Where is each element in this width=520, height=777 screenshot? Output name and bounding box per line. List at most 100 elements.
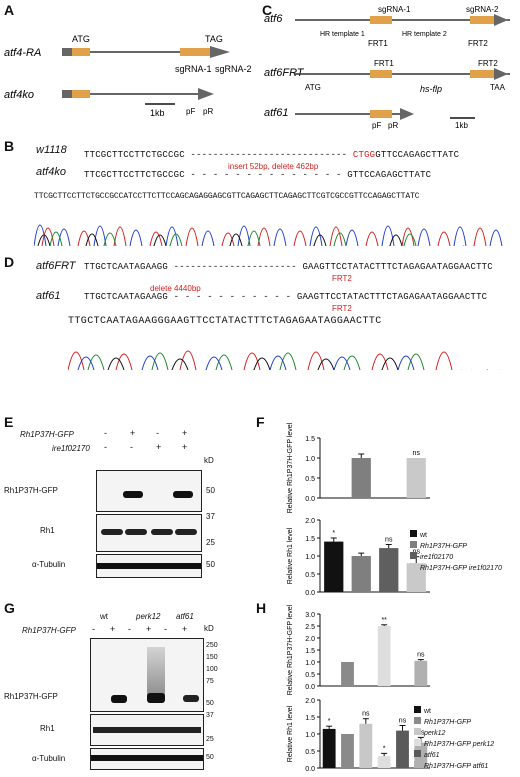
- significance-label: ns: [399, 718, 407, 725]
- panel-g-signs: - + - + - +: [92, 624, 202, 636]
- svg-text:atf6FRT: atf6FRT: [264, 67, 305, 79]
- svg-text:TAG: TAG: [205, 34, 223, 44]
- y-tick-label: 1.5: [305, 436, 315, 443]
- y-tick-label: 0.5: [305, 476, 315, 483]
- panel-b-label: B: [4, 138, 15, 154]
- panel-f-charts: 0.0 0.5 1.0 1.5 Relative Rh1P37H-GFP level ns…: [287, 422, 430, 597]
- significance-label: ns: [417, 652, 425, 659]
- y-tick-label: 0.0: [305, 496, 315, 503]
- y-tick-label: 1.0: [305, 456, 315, 463]
- legend-item: Rh1P37H-GFP atf61: [414, 761, 494, 772]
- legend-f: wt Rh1P37H-GFP ire1f02170 Rh1P37H-GFP ire1f…: [410, 530, 502, 574]
- svg-text:HR template 2: HR template 2: [402, 31, 447, 38]
- legend-item: Rh1P37H-GFP: [410, 541, 502, 552]
- y-tick-label: 3.0: [305, 612, 315, 619]
- genotype-sign: +: [130, 428, 136, 438]
- w1118-sequence: TTCGCTTCCTTCTGCCGC ---------------------…: [84, 150, 460, 160]
- bar: [414, 660, 428, 686]
- atf4ko-name: atf4ko: [4, 89, 34, 101]
- y-tick-label: 2.0: [305, 636, 315, 643]
- svg-text:atf6: atf6: [264, 13, 283, 25]
- bar: [322, 728, 336, 768]
- legend-item: wt: [410, 530, 502, 541]
- significance-label: *: [328, 718, 331, 725]
- chromatogram-bases-d: TTGCTCAATAGAAGGGAAGTTCCTATACTTTCTAGAGAAT…: [68, 316, 382, 327]
- svg-text:FRT2: FRT2: [468, 39, 488, 48]
- y-tick-label: 0.0: [305, 590, 315, 597]
- significance-label: **: [381, 617, 387, 624]
- bar: [406, 563, 426, 592]
- panel-f-label: F: [256, 414, 265, 430]
- y-tick-label: 1.5: [305, 715, 315, 722]
- exon: [72, 48, 90, 56]
- atf6frt-sequence: TTGCTCAATAGAAGG ---------------------- G…: [84, 262, 493, 272]
- genotype-sign: +: [182, 428, 188, 438]
- significance-label: ns: [413, 450, 421, 457]
- blot-rh1-g: [90, 714, 204, 746]
- bar: [341, 734, 354, 768]
- significance-label: ns: [362, 711, 370, 718]
- exon: [62, 48, 72, 56]
- chromatogram-d: [68, 350, 500, 370]
- y-tick-label: 0.5: [305, 572, 315, 579]
- svg-text:FRT1: FRT1: [374, 59, 394, 68]
- bar: [324, 541, 344, 592]
- atf61-sequence: TTGCTCAATAGAAGG - - - - - - - - - - - GA…: [84, 292, 488, 302]
- atf6-gene-diagram: atf6 sgRNA-1 sgRNA-2 HR template 1 HR te…: [264, 5, 510, 130]
- svg-text:sgRNA-1: sgRNA-1: [175, 64, 212, 74]
- svg-text:sgRNA-2: sgRNA-2: [466, 5, 499, 14]
- bar: [406, 458, 426, 498]
- svg-text:hs-flp: hs-flp: [420, 84, 442, 94]
- svg-text:sgRNA-1: sgRNA-1: [378, 5, 411, 14]
- panel-e-label: E: [4, 414, 14, 430]
- legend-item: perk12: [414, 728, 494, 739]
- y-tick-label: 0.0: [305, 766, 315, 773]
- svg-text:pR: pR: [203, 107, 213, 116]
- significance-label: ns: [385, 536, 393, 543]
- svg-text:ATG: ATG: [305, 83, 321, 92]
- y-tick-label: 1.5: [305, 536, 315, 543]
- blot-rh1-e: [96, 514, 202, 552]
- legend-item: Rh1P37H-GFP ire1f02170: [410, 563, 502, 574]
- significance-label: ns: [417, 729, 425, 736]
- atf4ko-sequence: TTCGCTTCCTTCTGCCGC - - - - - - - - - - -…: [84, 170, 432, 180]
- blot-tubulin-e: [96, 554, 202, 578]
- svg-text:pF: pF: [372, 121, 381, 130]
- chromatogram-bases-b: TTCGCTTCCTTCTGCCGCCATCCTTCTTCCAGCAGAGGAG…: [34, 192, 420, 201]
- svg-text:1kb: 1kb: [150, 108, 165, 118]
- svg-text:ATG: ATG: [72, 34, 90, 44]
- y-axis-label: Relative Rh1P37H-GFP level: [287, 604, 294, 695]
- panel-g-label: G: [4, 600, 15, 616]
- genotype-sign: +: [182, 442, 188, 452]
- genotype-sign: -: [104, 428, 107, 438]
- legend-item: ire1f02170: [410, 552, 502, 563]
- legend-item: Rh1P37H-GFP perk12: [414, 739, 494, 750]
- panel-d-label: D: [4, 254, 15, 270]
- bar: [377, 756, 391, 768]
- genotype-sign: -: [164, 624, 167, 634]
- y-tick-label: 2.0: [305, 518, 315, 525]
- chromatogram-b: [34, 224, 503, 246]
- bar: [379, 548, 399, 592]
- y-axis-label: Relative Rh1 level: [287, 705, 294, 762]
- svg-text:sgRNA-2: sgRNA-2: [215, 64, 252, 74]
- y-tick-label: 1.0: [305, 554, 315, 561]
- svg-text:pF: pF: [186, 107, 195, 116]
- panel-e-signs: - + - + - - + +: [104, 428, 200, 458]
- genotype-sign: +: [182, 624, 188, 634]
- panel-h-label: H: [256, 600, 267, 616]
- y-axis-label: Relative Rh1 level: [287, 527, 294, 584]
- panel-c-label: C: [262, 2, 273, 18]
- bar: [396, 730, 409, 768]
- g-markers-top: 250 150 100 75 50: [206, 642, 218, 707]
- significance-label: *: [383, 745, 386, 752]
- atf4-ra-name: atf4-RA: [4, 47, 41, 59]
- panel-a-label: A: [4, 2, 15, 18]
- y-tick-label: 2.0: [305, 698, 315, 705]
- svg-text:FRT2: FRT2: [478, 59, 498, 68]
- svg-text:HR template 1: HR template 1: [320, 31, 365, 38]
- significance-label: *: [332, 530, 335, 537]
- genotype-sign: -: [156, 428, 159, 438]
- blot-rh1-gfp-g: [90, 638, 204, 712]
- y-tick-label: 0.0: [305, 684, 315, 691]
